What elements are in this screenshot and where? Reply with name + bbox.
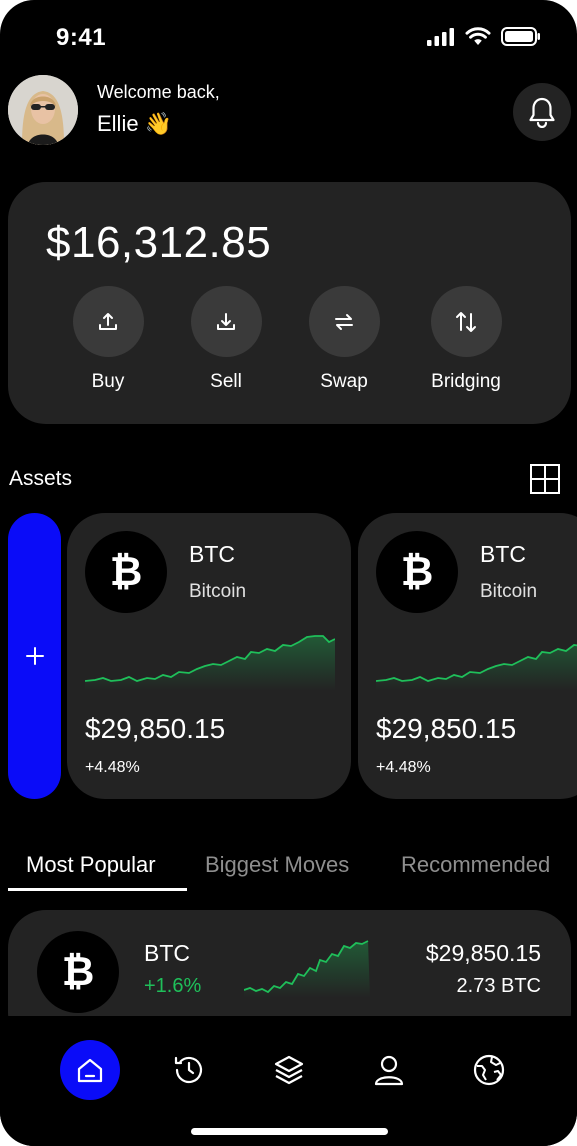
add-asset-button[interactable]	[8, 513, 61, 799]
bitcoin-icon: ₿	[85, 531, 167, 613]
layers-icon	[274, 1055, 304, 1085]
wifi-icon	[465, 27, 491, 45]
status-bar: 9:41	[0, 0, 577, 70]
notifications-button[interactable]	[513, 83, 571, 141]
total-balance: $16,312.85	[46, 218, 272, 267]
list-sparkline	[244, 940, 370, 998]
buy-button[interactable]	[72, 286, 144, 357]
download-icon	[217, 312, 235, 330]
tab-biggest-moves[interactable]: Biggest Moves	[205, 852, 350, 877]
sell-action[interactable]: Sell	[166, 286, 286, 393]
asset-name: Bitcoin	[189, 581, 247, 602]
sell-label: Sell	[210, 371, 242, 392]
swap-icon	[335, 313, 353, 330]
nav-explore[interactable]	[459, 1040, 519, 1100]
active-tab-indicator	[8, 888, 187, 891]
battery-icon	[501, 27, 540, 46]
globe-icon	[473, 1054, 505, 1086]
bottom-navigation	[0, 1016, 577, 1146]
list-price: $29,850.15	[425, 940, 541, 966]
bitcoin-icon: ₿	[376, 531, 458, 613]
bridging-action[interactable]: Bridging	[406, 286, 526, 393]
asset-price: $29,850.15	[376, 713, 517, 744]
history-icon	[174, 1056, 203, 1084]
user-name: Ellie 👋	[97, 111, 173, 136]
list-holding: 2.73 BTC	[456, 975, 541, 997]
welcome-text: Welcome back,	[97, 82, 220, 102]
asset-card[interactable]: ₿ BTC Bitcoin $29,850.15 +4.48%	[67, 513, 351, 799]
asset-change: +4.48%	[376, 759, 431, 776]
home-indicator[interactable]	[191, 1128, 388, 1135]
nav-layers[interactable]	[259, 1040, 319, 1100]
asset-symbol: BTC	[480, 541, 526, 567]
asset-symbol: BTC	[189, 541, 235, 567]
list-change: +1.6%	[144, 975, 202, 997]
status-icons	[427, 27, 541, 46]
asset-sparkline	[85, 635, 335, 691]
grid-view-icon[interactable]	[530, 464, 560, 494]
tab-recommended[interactable]: Recommended	[401, 852, 551, 877]
nav-history[interactable]	[159, 1040, 219, 1100]
asset-name: Bitcoin	[480, 581, 538, 602]
buy-label: Buy	[91, 371, 125, 392]
list-symbol: BTC	[144, 940, 190, 966]
asset-sparkline	[376, 644, 577, 691]
home-icon	[77, 1058, 103, 1083]
buy-action[interactable]: Buy	[48, 286, 168, 393]
nav-profile[interactable]	[359, 1040, 419, 1100]
user-icon	[374, 1055, 404, 1086]
avatar[interactable]	[8, 75, 78, 145]
asset-price: $29,850.15	[85, 713, 226, 744]
signal-icon	[427, 27, 454, 46]
swap-button[interactable]	[308, 286, 380, 357]
bridge-arrows-icon	[456, 311, 476, 332]
tab-most-popular[interactable]: Most Popular	[26, 852, 156, 877]
bridging-label: Bridging	[431, 371, 501, 392]
swap-label: Swap	[320, 371, 368, 392]
balance-card: $16,312.85 Buy Sell	[8, 182, 571, 424]
assets-title: Assets	[9, 467, 73, 490]
bell-icon	[529, 97, 555, 128]
bridging-button[interactable]	[430, 286, 502, 357]
swap-action[interactable]: Swap	[284, 286, 404, 393]
avatar-photo	[8, 75, 78, 145]
nav-home[interactable]	[60, 1040, 120, 1100]
asset-change: +4.48%	[85, 759, 140, 776]
sell-button[interactable]	[190, 286, 262, 357]
upload-icon	[99, 312, 117, 330]
plus-icon	[25, 647, 44, 665]
asset-card[interactable]: ₿ BTC Bitcoin $29,850.15 +4.48%	[358, 513, 577, 799]
status-time: 9:41	[56, 24, 107, 51]
bitcoin-icon: ₿	[37, 931, 119, 1013]
